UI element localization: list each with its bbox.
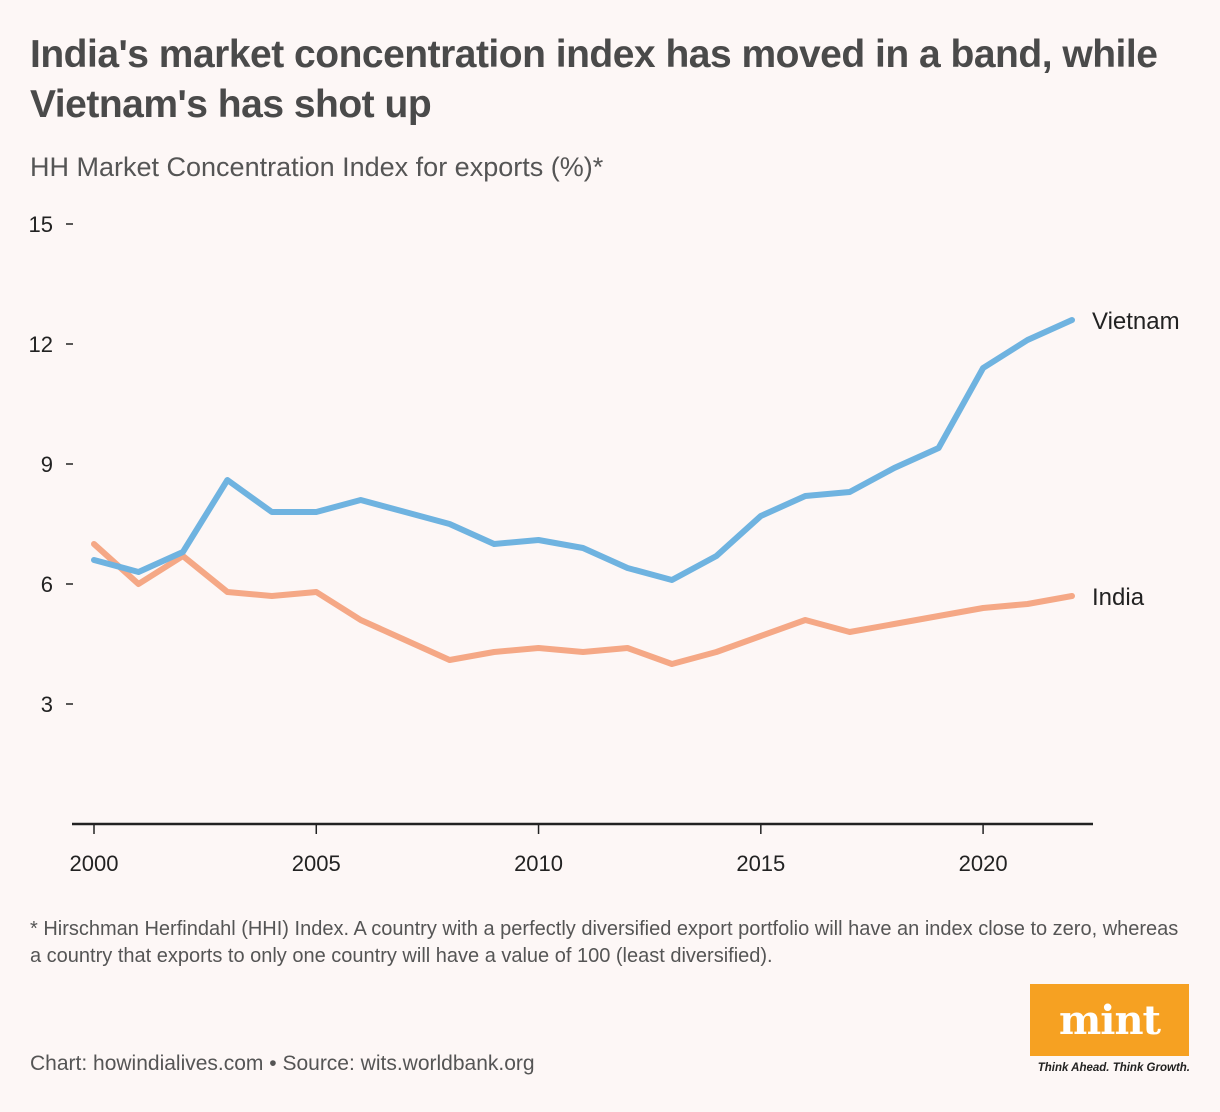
x-tick-label: 2005 xyxy=(292,851,341,876)
footnote: * Hirschman Herfindahl (HHI) Index. A co… xyxy=(30,918,1179,967)
series-line-india xyxy=(91,541,1075,667)
y-tick-label: 15 xyxy=(29,212,53,237)
series-label-india: India xyxy=(1092,584,1145,611)
y-tick-label: 9 xyxy=(41,452,53,477)
series-line-vietnam xyxy=(91,317,1075,583)
series-labels: India Vietnam xyxy=(1092,308,1180,611)
x-tick-label: 2015 xyxy=(736,851,785,876)
logo-tagline: Think Ahead. Think Growth. xyxy=(1037,1062,1190,1074)
chart-title: India's market concentration index has m… xyxy=(30,33,1158,126)
logo-text: mint xyxy=(1058,996,1161,1044)
y-tick-label: 6 xyxy=(41,572,53,597)
y-tick-label: 12 xyxy=(29,332,53,357)
series-layer xyxy=(91,317,1075,667)
x-tick-label: 2000 xyxy=(70,851,119,876)
x-axis: 2000 2005 2010 2015 2020 xyxy=(70,822,1093,876)
x-tick-label: 2020 xyxy=(959,851,1008,876)
chart-subtitle: HH Market Concentration Index for export… xyxy=(30,152,604,182)
series-label-vietnam: Vietnam xyxy=(1092,308,1180,335)
y-tick-label: 3 xyxy=(41,692,53,717)
line-chart: 3 6 9 12 15 2000 2005 2010 2015 2020 India Vietna… xyxy=(29,212,1180,876)
y-axis: 3 6 9 12 15 xyxy=(29,212,73,717)
x-tick-label: 2010 xyxy=(514,851,563,876)
mint-logo: mint xyxy=(1030,984,1189,1056)
source-credit: Chart: howindialives.com • Source: wits.… xyxy=(30,1052,535,1075)
